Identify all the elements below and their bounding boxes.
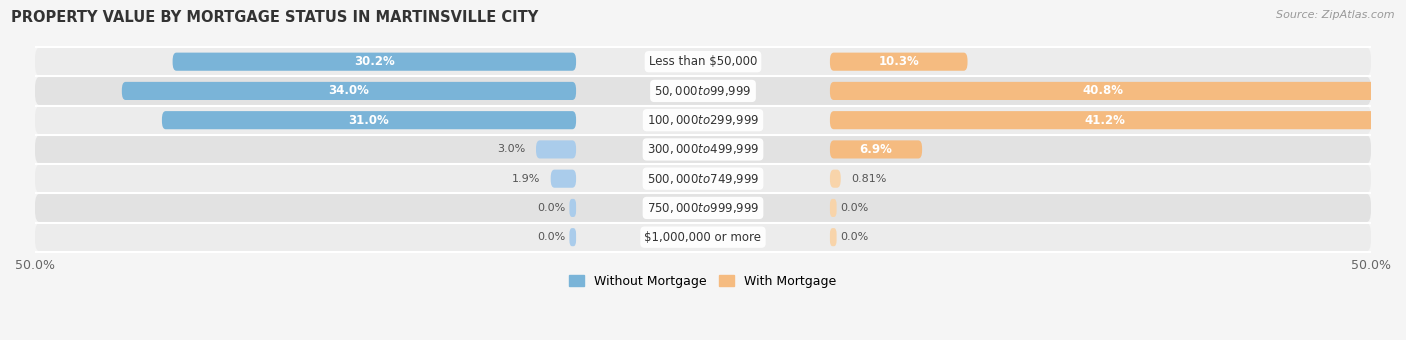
FancyBboxPatch shape <box>569 199 576 217</box>
Text: Less than $50,000: Less than $50,000 <box>648 55 758 68</box>
Text: 0.81%: 0.81% <box>852 174 887 184</box>
FancyBboxPatch shape <box>35 193 1371 223</box>
FancyBboxPatch shape <box>551 170 576 188</box>
Legend: Without Mortgage, With Mortgage: Without Mortgage, With Mortgage <box>564 270 842 293</box>
FancyBboxPatch shape <box>830 140 922 158</box>
Text: 0.0%: 0.0% <box>841 232 869 242</box>
Text: 0.0%: 0.0% <box>841 203 869 213</box>
Text: PROPERTY VALUE BY MORTGAGE STATUS IN MARTINSVILLE CITY: PROPERTY VALUE BY MORTGAGE STATUS IN MAR… <box>11 10 538 25</box>
Text: $500,000 to $749,999: $500,000 to $749,999 <box>647 172 759 186</box>
Text: $750,000 to $999,999: $750,000 to $999,999 <box>647 201 759 215</box>
FancyBboxPatch shape <box>830 228 837 246</box>
FancyBboxPatch shape <box>173 53 576 71</box>
Text: 3.0%: 3.0% <box>498 144 526 154</box>
FancyBboxPatch shape <box>35 164 1371 193</box>
Text: $1,000,000 or more: $1,000,000 or more <box>644 231 762 244</box>
Text: 41.2%: 41.2% <box>1084 114 1126 127</box>
FancyBboxPatch shape <box>830 199 837 217</box>
Text: 1.9%: 1.9% <box>512 174 540 184</box>
FancyBboxPatch shape <box>162 111 576 129</box>
FancyBboxPatch shape <box>830 170 841 188</box>
Text: 0.0%: 0.0% <box>537 203 565 213</box>
Text: 31.0%: 31.0% <box>349 114 389 127</box>
FancyBboxPatch shape <box>830 53 967 71</box>
FancyBboxPatch shape <box>35 223 1371 252</box>
Text: Source: ZipAtlas.com: Source: ZipAtlas.com <box>1277 10 1395 20</box>
Text: 30.2%: 30.2% <box>354 55 395 68</box>
FancyBboxPatch shape <box>35 76 1371 105</box>
FancyBboxPatch shape <box>122 82 576 100</box>
FancyBboxPatch shape <box>35 135 1371 164</box>
FancyBboxPatch shape <box>569 228 576 246</box>
Text: 0.0%: 0.0% <box>537 232 565 242</box>
Text: 10.3%: 10.3% <box>879 55 920 68</box>
FancyBboxPatch shape <box>35 47 1371 76</box>
FancyBboxPatch shape <box>35 105 1371 135</box>
Text: 40.8%: 40.8% <box>1083 84 1123 98</box>
Text: 6.9%: 6.9% <box>859 143 893 156</box>
Text: $100,000 to $299,999: $100,000 to $299,999 <box>647 113 759 127</box>
FancyBboxPatch shape <box>536 140 576 158</box>
Text: $50,000 to $99,999: $50,000 to $99,999 <box>654 84 752 98</box>
Text: $300,000 to $499,999: $300,000 to $499,999 <box>647 142 759 156</box>
FancyBboxPatch shape <box>830 82 1375 100</box>
Text: 34.0%: 34.0% <box>329 84 370 98</box>
FancyBboxPatch shape <box>830 111 1381 129</box>
